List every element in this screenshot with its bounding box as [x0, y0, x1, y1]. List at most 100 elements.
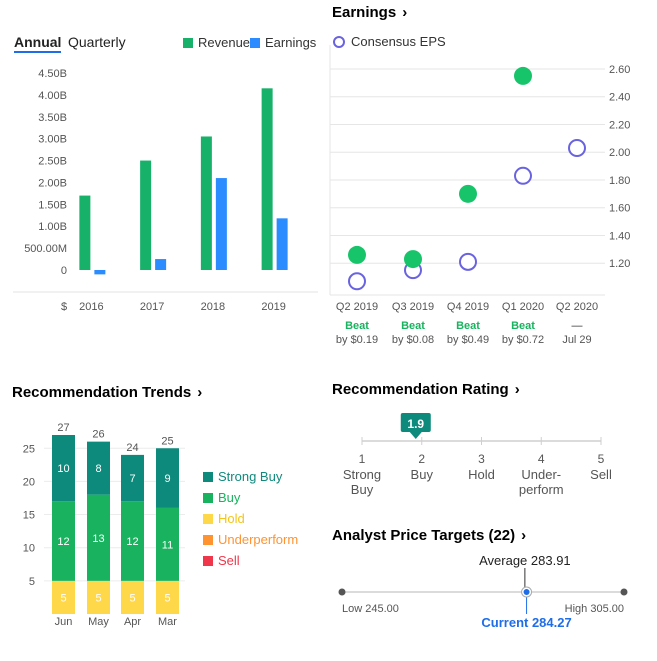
y-tick-label: 1.60 — [609, 203, 630, 215]
legend-label: Underperform — [218, 532, 298, 547]
targets-title[interactable]: Analyst Price Targets (22) › — [332, 527, 526, 544]
trends-chart: 5 10 15 20 25 5 12 10 27 Jun 5 13 8 26 May 5 12 7 24 Apr 5 11… — [23, 422, 298, 628]
rating-title[interactable]: Recommendation Rating › — [332, 381, 520, 398]
legend-earnings: Earnings — [250, 35, 316, 50]
x-tick-label: 2019 — [261, 301, 285, 313]
segment-value-label: 12 — [57, 536, 69, 548]
scale-label: Under- — [521, 467, 561, 482]
bar-segment-buy — [87, 494, 110, 581]
segment-value-label: 9 — [164, 473, 170, 485]
scale-number: 1 — [359, 452, 366, 466]
legend-label: Strong Buy — [218, 469, 283, 484]
legend-swatch-icon — [203, 535, 213, 545]
bar-revenue-2016 — [79, 195, 91, 270]
x-tick-label: May — [88, 616, 109, 628]
result-status: Beat — [345, 320, 369, 332]
y-tick-label: 25 — [23, 443, 35, 455]
segment-value-label: 11 — [162, 539, 173, 551]
y-tick-label: 2.60 — [609, 64, 630, 76]
y-tick-label: 500.00M — [24, 243, 67, 255]
bar-earnings-2016 — [94, 270, 106, 275]
scale-label: perform — [519, 482, 564, 497]
x-tick-label: 2017 — [140, 301, 164, 313]
bar-revenue-2018 — [200, 136, 212, 270]
segment-value-label: 12 — [126, 536, 138, 548]
x-tick-label: Apr — [124, 616, 141, 628]
y-tick-label: 1.00B — [38, 221, 67, 233]
earnings-swatch-icon — [250, 37, 260, 48]
earnings-title[interactable]: Earnings › — [332, 4, 407, 21]
scale-number: 5 — [598, 452, 605, 466]
bar-segment-hold — [156, 580, 179, 614]
total-label: 25 — [161, 435, 173, 447]
bar-segment-hold — [87, 580, 110, 614]
x-tick-label: 2016 — [79, 301, 103, 313]
targets-title-text: Analyst Price Targets (22) — [332, 527, 516, 544]
actual-point-Q1 2020 — [514, 66, 532, 85]
y-tick-label: 2.00 — [609, 147, 630, 159]
legend-revenue-label: Revenue — [198, 35, 251, 50]
y-tick-label: 2.40 — [609, 92, 630, 104]
bar-segment-strong-buy — [121, 454, 144, 502]
y-tick-label: 3.00B — [38, 134, 67, 146]
tab-quarterly[interactable]: Quarterly — [68, 34, 126, 50]
chevron-right-icon: › — [514, 381, 520, 398]
bar-segment-hold — [52, 580, 75, 614]
chevron-right-icon: › — [521, 527, 527, 544]
x-tick-label: 2018 — [201, 301, 225, 313]
y-tick-label: 4.00B — [38, 90, 67, 102]
rating-value: 1.9 — [407, 417, 424, 431]
earnings-chart: 1.20 1.40 1.60 1.80 2.00 2.20 2.40 2.60 Q2 2019 B… — [329, 45, 630, 346]
y-tick-label: 5 — [29, 576, 35, 588]
trends-title[interactable]: Recommendation Trends › — [12, 384, 202, 401]
result-status: Beat — [401, 320, 425, 332]
legend-swatch-icon — [203, 493, 213, 503]
financials-chart: 0 500.00M 1.00B 1.50B 2.00B 2.50B 3.00B 3.50B 4.… — [13, 68, 318, 313]
y-tick-label: 0 — [61, 265, 67, 277]
y-tick-label: 3.50B — [38, 112, 67, 124]
low-label: Low 245.00 — [342, 603, 399, 615]
x-tick-label: Jun — [55, 616, 73, 628]
tab-annual[interactable]: Annual — [14, 34, 62, 53]
legend-consensus-label: Consensus EPS — [351, 34, 446, 49]
rating-scale: 1StrongBuy2Buy3Hold4Under-perform5Sell1.… — [343, 413, 612, 497]
result-detail: by $0.72 — [502, 334, 544, 346]
legend-label: Hold — [218, 511, 245, 526]
segment-value-label: 10 — [57, 463, 69, 475]
legend-revenue: Revenue — [183, 35, 250, 50]
high-label: High 305.00 — [565, 603, 624, 615]
earnings-title-text: Earnings — [332, 4, 397, 21]
scale-label: Hold — [468, 467, 495, 482]
y-tick-label: 2.20 — [609, 119, 630, 131]
y-tick-label: 10 — [23, 543, 35, 555]
y-tick-label: 1.80 — [609, 175, 630, 187]
legend-consensus: Consensus EPS — [333, 34, 446, 49]
result-status: Beat — [511, 320, 535, 332]
legend-label: Sell — [218, 553, 240, 568]
x-tick-label: Q3 2019 — [392, 301, 434, 313]
bar-segment-strong-buy — [52, 435, 75, 502]
consensus-point-Q4 2019 — [459, 252, 477, 271]
legend-swatch-icon — [203, 472, 213, 482]
y-tick-label: 1.50B — [38, 199, 67, 211]
total-label: 27 — [57, 422, 69, 434]
result-detail: Jul 29 — [562, 334, 591, 346]
bar-segment-strong-buy — [156, 448, 179, 508]
total-label: 26 — [92, 429, 104, 441]
consensus-point-Q1 2020 — [514, 166, 532, 185]
bar-earnings-2018 — [215, 178, 227, 270]
x-tick-label: Q1 2020 — [502, 301, 544, 313]
high-dot — [620, 588, 628, 596]
actual-point-Q4 2019 — [459, 184, 477, 203]
segment-value-label: 5 — [164, 592, 170, 604]
legend-label: Buy — [218, 490, 241, 505]
total-label: 24 — [126, 442, 138, 454]
scale-label: Buy — [351, 482, 374, 497]
x-tick-label: Q4 2019 — [447, 301, 489, 313]
y-tick-label: 20 — [23, 476, 35, 488]
result-status: Beat — [456, 320, 480, 332]
segment-value-label: 13 — [92, 533, 104, 545]
bar-segment-hold — [121, 580, 144, 614]
revenue-swatch-icon — [183, 37, 193, 48]
scale-number: 2 — [418, 452, 425, 466]
